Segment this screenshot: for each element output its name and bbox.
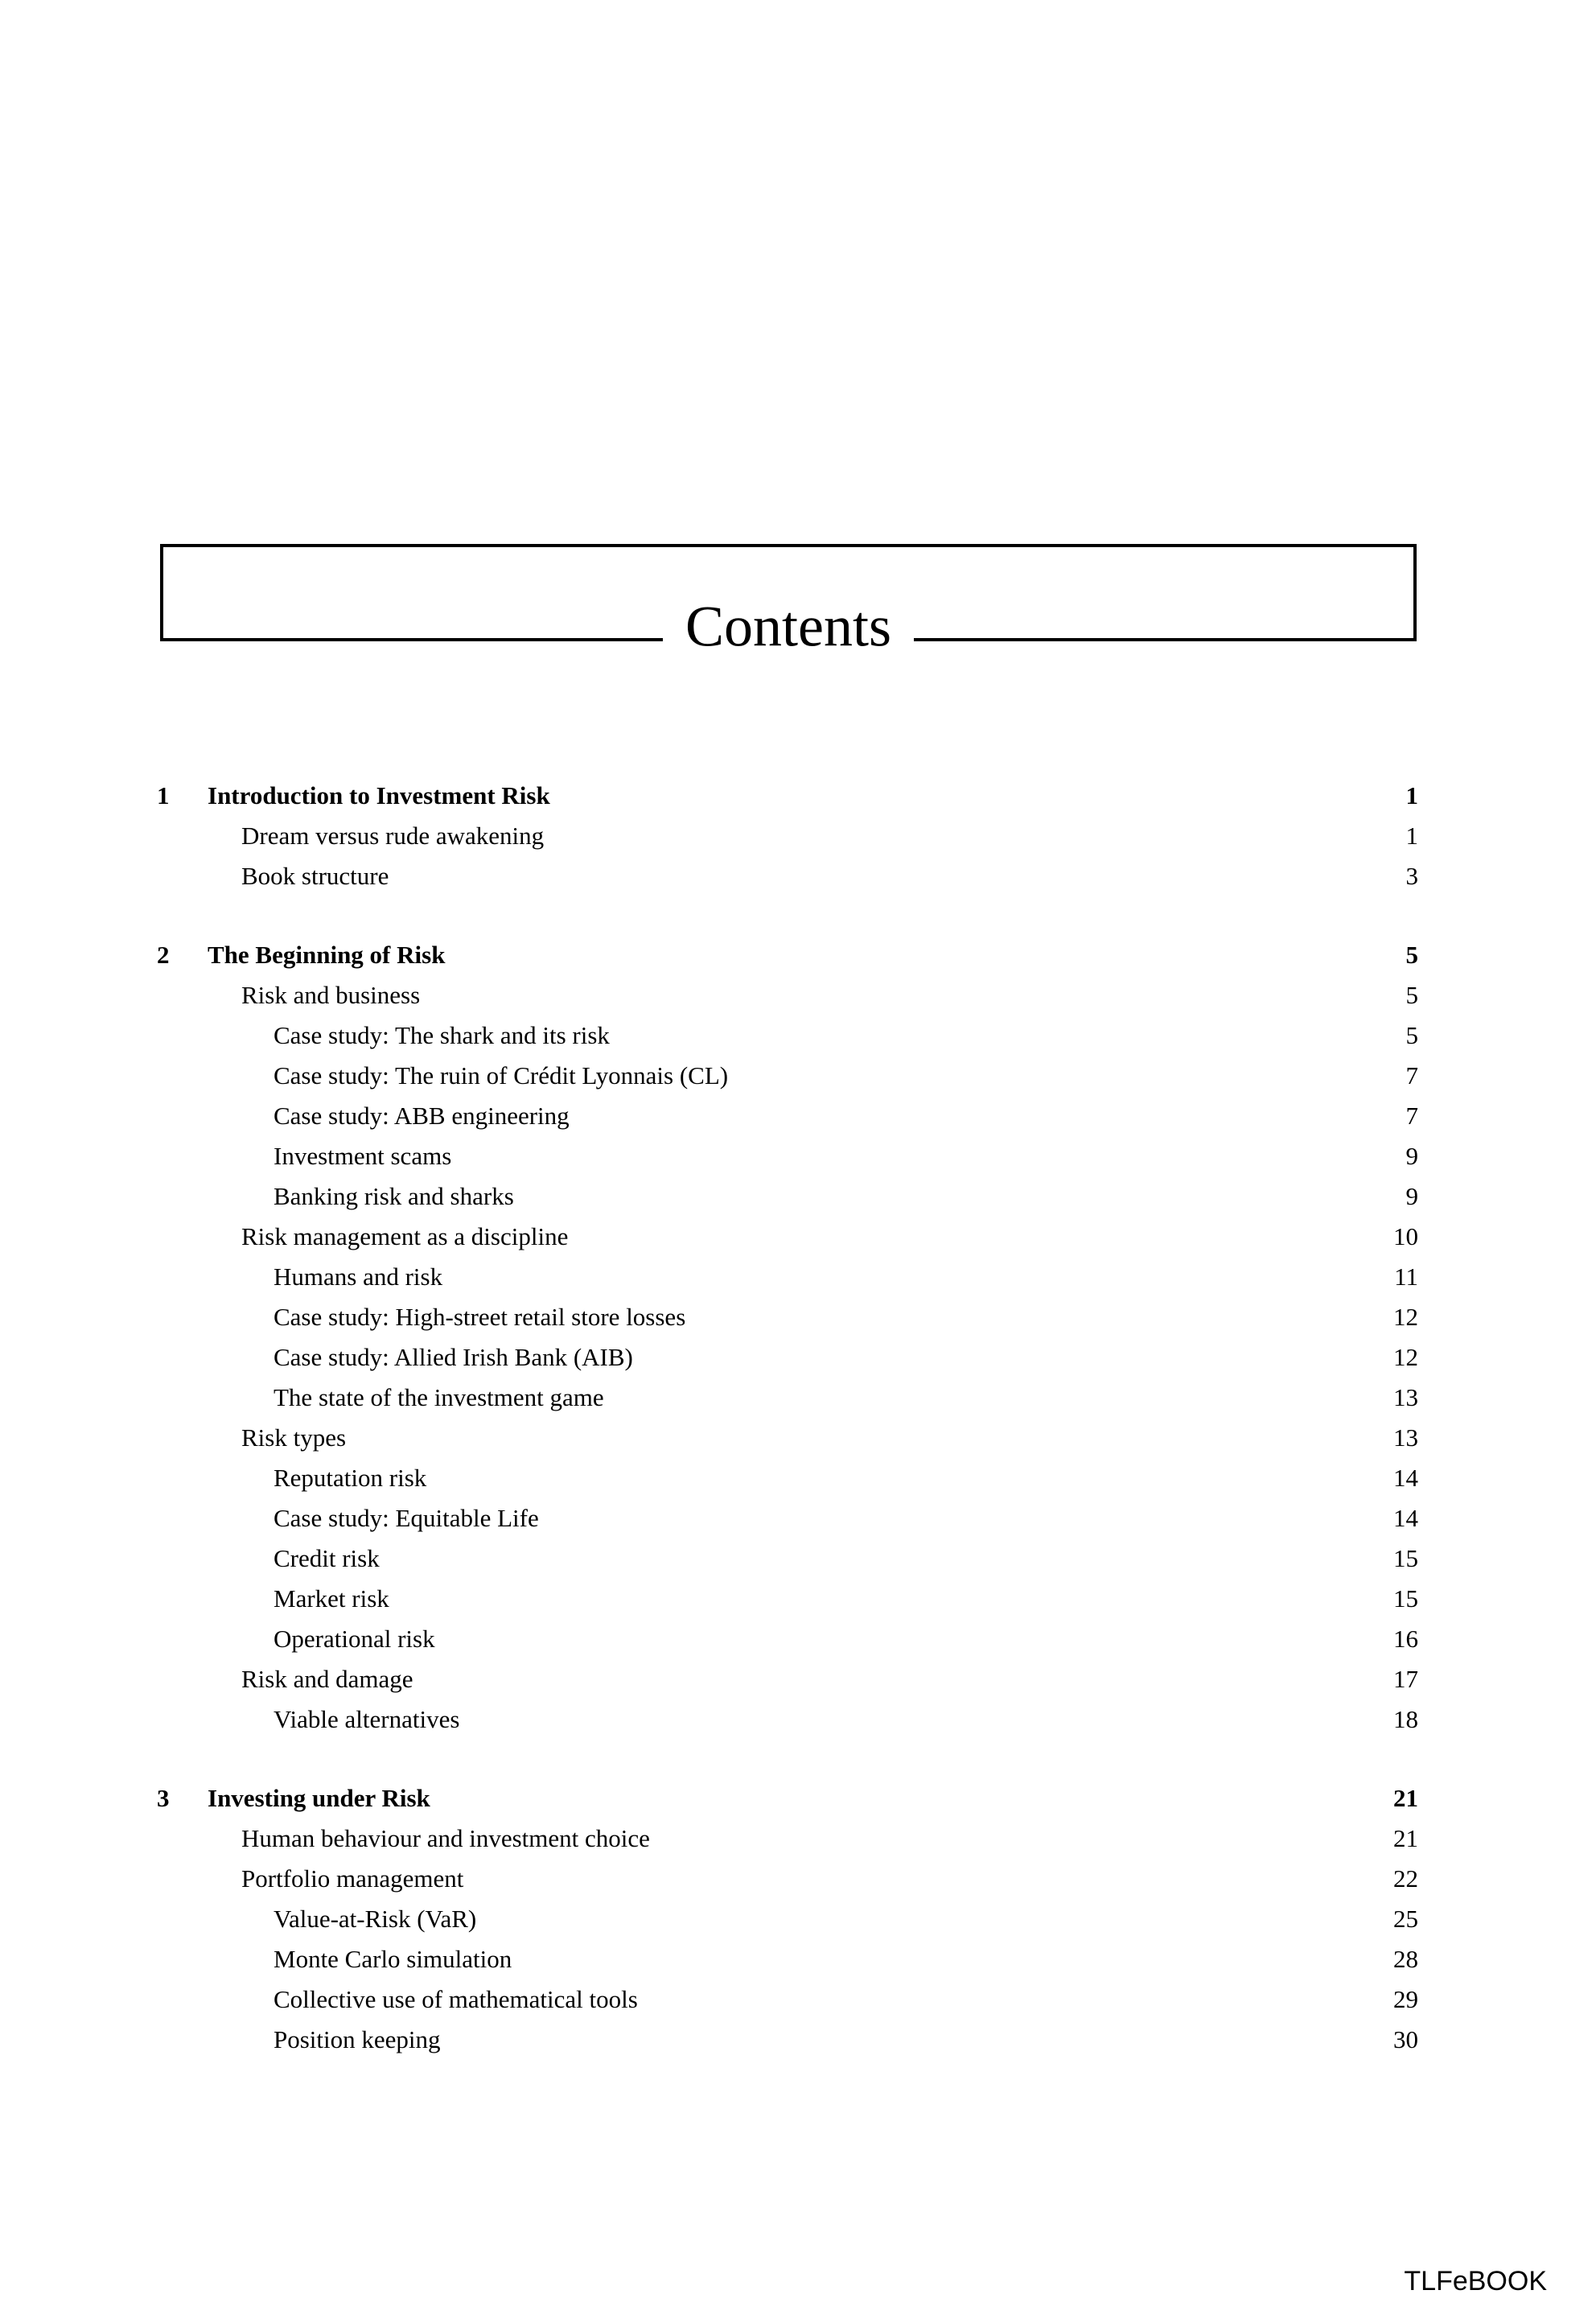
footer-brand: TLFeBOOK — [1404, 2266, 1547, 2296]
toc-chapter-row: 2 The Beginning of Risk 5 — [157, 935, 1418, 975]
entry-label: Case study: Allied Irish Bank (AIB) — [274, 1343, 633, 1371]
toc-entry-row: Market risk 15 — [157, 1579, 1418, 1619]
table-of-contents: 1 Introduction to Investment Risk 1 Drea… — [157, 737, 1418, 2060]
page-number: 5 — [1405, 1021, 1419, 1049]
page-number: 9 — [1405, 1182, 1419, 1210]
toc-chapter-row: 3 Investing under Risk 21 — [157, 1778, 1418, 1819]
chapter-number: 1 — [157, 781, 170, 809]
toc-entry-row: Banking risk and sharks 9 — [157, 1176, 1418, 1217]
entry-label: Case study: Equitable Life — [274, 1504, 539, 1532]
page-number: 18 — [1393, 1705, 1418, 1733]
toc-entry-row: Risk and damage 17 — [157, 1659, 1418, 1699]
page-number: 5 — [1405, 941, 1419, 969]
entry-label: The state of the investment game — [274, 1383, 604, 1411]
toc-entry-row: Risk and business 5 — [157, 975, 1418, 1015]
entry-label: Portfolio management — [241, 1864, 464, 1893]
page-number: 21 — [1393, 1784, 1418, 1812]
entry-label: Viable alternatives — [274, 1705, 460, 1733]
toc-entry-row: Viable alternatives 18 — [157, 1699, 1418, 1740]
page-number: 25 — [1393, 1905, 1418, 1933]
page-number: 12 — [1393, 1303, 1418, 1331]
toc-entry-row: Reputation risk 14 — [157, 1458, 1418, 1498]
entry-label: Monte Carlo simulation — [274, 1945, 512, 1973]
toc-entry-row: Case study: High-street retail store los… — [157, 1297, 1418, 1337]
page-number: 12 — [1393, 1343, 1418, 1371]
entry-label: Market risk — [274, 1584, 389, 1613]
toc-entry-row: Portfolio management 22 — [157, 1859, 1418, 1899]
entry-label: Human behaviour and investment choice — [241, 1824, 650, 1852]
page-number: 1 — [1405, 822, 1419, 850]
page-number: 15 — [1393, 1584, 1418, 1613]
page-number: 7 — [1405, 1102, 1419, 1130]
toc-entry-row: Operational risk 16 — [157, 1619, 1418, 1659]
toc-entry-row: Risk management as a discipline 10 — [157, 1217, 1418, 1257]
entry-label: Case study: High-street retail store los… — [274, 1303, 686, 1331]
toc-entry-row: Dream versus rude awakening 1 — [157, 816, 1418, 856]
entry-label: Collective use of mathematical tools — [274, 1985, 638, 2013]
entry-label: Risk types — [241, 1423, 347, 1452]
entry-label: Case study: The shark and its risk — [274, 1021, 610, 1049]
entry-label: Banking risk and sharks — [274, 1182, 514, 1210]
entry-label: Case study: The ruin of Crédit Lyonnais … — [274, 1061, 729, 1089]
page-number: 30 — [1393, 2025, 1418, 2053]
toc-entry-row: Collective use of mathematical tools 29 — [157, 1979, 1418, 2020]
entry-label: Book structure — [241, 862, 389, 890]
entry-label: Humans and risk — [274, 1262, 443, 1291]
entry-label: Case study: ABB engineering — [274, 1102, 570, 1130]
page-number: 11 — [1394, 1262, 1418, 1291]
entry-label: Investment scams — [274, 1142, 452, 1170]
entry-label: Reputation risk — [274, 1464, 427, 1492]
toc-entry-row: Case study: The ruin of Crédit Lyonnais … — [157, 1056, 1418, 1096]
page-number: 3 — [1405, 862, 1419, 890]
page-number: 15 — [1393, 1544, 1418, 1572]
entry-label: Position keeping — [274, 2025, 441, 2053]
toc-entry-row: Case study: Allied Irish Bank (AIB) 12 — [157, 1337, 1418, 1378]
toc-entry-row: Credit risk 15 — [157, 1538, 1418, 1579]
chapter-title: Introduction to Investment Risk — [208, 781, 550, 809]
toc-entry-row: Case study: The shark and its risk 5 — [157, 1015, 1418, 1056]
chapter-title: The Beginning of Risk — [208, 941, 446, 969]
entry-label: Dream versus rude awakening — [241, 822, 545, 850]
page-number: 21 — [1393, 1824, 1418, 1852]
chapter-number: 3 — [157, 1784, 170, 1812]
page-title: Contents — [662, 597, 915, 656]
toc-entry-row: Book structure 3 — [157, 856, 1418, 896]
page-number: 9 — [1405, 1142, 1419, 1170]
toc-entry-row: Humans and risk 11 — [157, 1257, 1418, 1297]
page-number: 16 — [1393, 1625, 1418, 1653]
page-number: 13 — [1393, 1423, 1418, 1452]
toc-entry-row: Case study: ABB engineering 7 — [157, 1096, 1418, 1136]
toc-entry-row: Investment scams 9 — [157, 1136, 1418, 1176]
toc-entry-row: Position keeping 30 — [157, 2020, 1418, 2060]
page-number: 22 — [1393, 1864, 1418, 1893]
entry-label: Operational risk — [274, 1625, 435, 1653]
page-number: 5 — [1405, 981, 1419, 1009]
page-number: 13 — [1393, 1383, 1418, 1411]
toc-entry-row: Risk types 13 — [157, 1418, 1418, 1458]
entry-label: Value-at-Risk (VaR) — [274, 1905, 477, 1933]
toc-chapter-row: 1 Introduction to Investment Risk 1 — [157, 776, 1418, 816]
toc-entry-row: Human behaviour and investment choice 21 — [157, 1819, 1418, 1859]
page-number: 17 — [1393, 1665, 1418, 1693]
toc-entry-row: Value-at-Risk (VaR) 25 — [157, 1899, 1418, 1939]
chapter-title: Investing under Risk — [208, 1784, 430, 1812]
page-number: 14 — [1393, 1464, 1418, 1492]
page-number: 7 — [1405, 1061, 1419, 1089]
chapter-number: 2 — [157, 941, 170, 969]
entry-label: Credit risk — [274, 1544, 380, 1572]
entry-label: Risk management as a discipline — [241, 1222, 569, 1250]
toc-entry-row: The state of the investment game 13 — [157, 1378, 1418, 1418]
page-number: 29 — [1393, 1985, 1418, 2013]
page-number: 28 — [1393, 1945, 1418, 1973]
contents-title-box: Contents — [160, 544, 1417, 656]
entry-label: Risk and damage — [241, 1665, 413, 1693]
page-number: 1 — [1405, 781, 1419, 809]
entry-label: Risk and business — [241, 981, 421, 1009]
toc-entry-row: Case study: Equitable Life 14 — [157, 1498, 1418, 1538]
page-number: 10 — [1393, 1222, 1418, 1250]
toc-entry-row: Monte Carlo simulation 28 — [157, 1939, 1418, 1979]
page-number: 14 — [1393, 1504, 1418, 1532]
